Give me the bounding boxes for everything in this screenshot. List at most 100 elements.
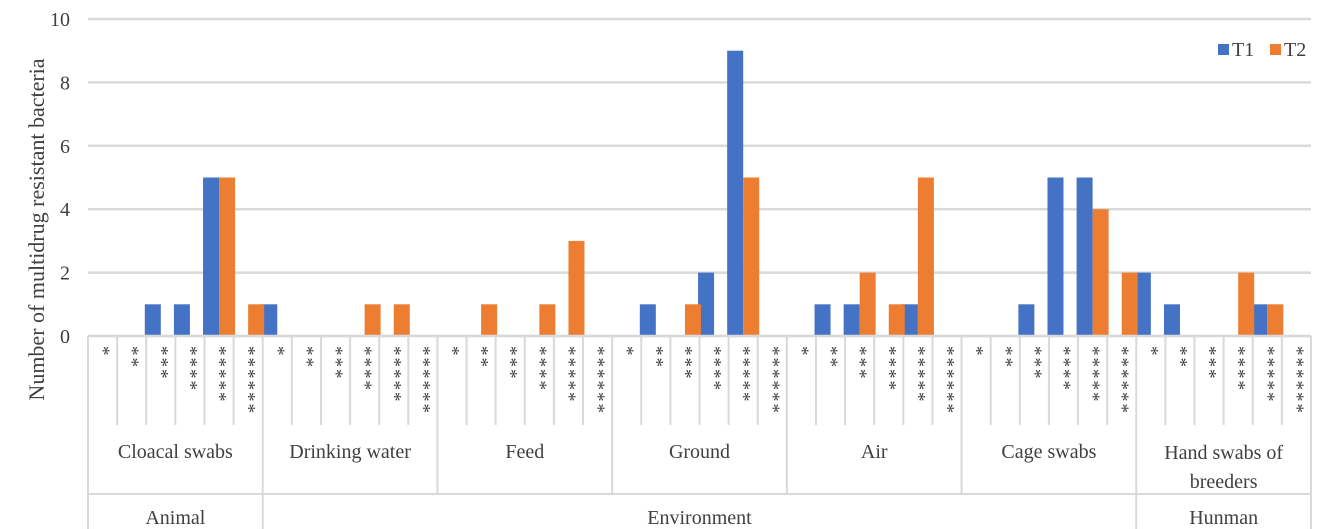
x-tick-label: ******: [238, 346, 259, 415]
x-tick-label: ****: [529, 346, 550, 392]
x-tick-label: ******: [762, 346, 783, 415]
x-tick-label: *: [616, 346, 637, 358]
bar-t2: [684, 304, 701, 336]
x-tick-label: *****: [1082, 346, 1103, 404]
source-label: Cloacal swabs: [118, 441, 233, 463]
bar-t1: [1134, 272, 1151, 336]
x-tick-label: *****: [907, 346, 928, 404]
bar-t1: [261, 304, 278, 336]
x-tick-label: ****: [878, 346, 899, 392]
bar-t1: [1251, 304, 1268, 336]
y-tick-label: 10: [50, 9, 70, 31]
bar-t1: [698, 272, 715, 336]
x-tick-label: ***: [1199, 346, 1220, 381]
x-tick-label: ****: [1053, 346, 1074, 392]
x-tick-label: *****: [383, 346, 404, 404]
legend-label: T2: [1284, 39, 1306, 61]
bar-t1: [1018, 304, 1035, 336]
x-tick-label: *: [966, 346, 987, 358]
bars: [144, 50, 1284, 336]
legend-swatch-t2: [1270, 44, 1281, 55]
x-tick-label: *****: [733, 346, 754, 404]
bar-t2: [219, 177, 236, 336]
x-tick-label: *: [1140, 346, 1161, 358]
x-tick-label: ***: [849, 346, 870, 381]
legend: T1 T2: [1218, 39, 1306, 61]
bar-t1: [901, 304, 918, 336]
bar-t1: [173, 304, 190, 336]
x-tick-label: ******: [1111, 346, 1132, 415]
x-tick-label: **: [1169, 346, 1190, 369]
bar-t1: [144, 304, 161, 336]
x-tick-label: **: [645, 346, 666, 369]
x-tick-label: ****: [179, 346, 200, 392]
bar-t2: [1092, 209, 1109, 336]
x-tick-label: **: [995, 346, 1016, 369]
y-axis: 0 2 4 6 8 10: [50, 9, 70, 348]
x-tick-label: ******: [937, 346, 958, 415]
y-tick-label: 0: [60, 326, 70, 348]
x-tick-label: ******: [587, 346, 608, 415]
x-tick-label: **: [471, 346, 492, 369]
x-axis: * ** *** **** ***** ******Cloacal swabs* ** ***…: [87, 334, 1312, 529]
x-tick-label: ***: [674, 346, 695, 381]
bar-t2: [248, 304, 265, 336]
x-tick-label: ****: [354, 346, 375, 392]
group-label: Environment: [647, 507, 752, 529]
y-axis-label: Number of multidrug resistant bacteria: [24, 58, 49, 400]
source-label: Cage swabs: [1001, 441, 1096, 463]
x-tick-label: **: [121, 346, 142, 369]
bar-t2: [539, 304, 556, 336]
source-label: Feed: [505, 441, 544, 463]
x-tick-label: ***: [1024, 346, 1045, 381]
source-label: Hand swabs of: [1164, 442, 1283, 464]
group-label: Hunman: [1189, 507, 1258, 529]
bar-t2: [1238, 272, 1255, 336]
x-tick-label: ***: [500, 346, 521, 381]
group-label: Animal: [145, 507, 205, 529]
legend-label: T1: [1232, 39, 1254, 61]
y-tick-label: 2: [60, 263, 70, 285]
bar-t1: [727, 50, 744, 336]
source-label: breeders: [1190, 471, 1258, 493]
bar-t1: [639, 304, 656, 336]
bar-t2: [1267, 304, 1284, 336]
x-tick-label: *: [92, 346, 113, 358]
x-tick-label: *: [267, 346, 288, 358]
bar-t2: [888, 304, 905, 336]
x-tick-label: *****: [1257, 346, 1278, 404]
bar-t2: [1121, 272, 1138, 336]
x-tick-label: ***: [150, 346, 171, 381]
y-tick-label: 4: [60, 199, 70, 221]
bar-t2: [481, 304, 498, 336]
x-tick-label: **: [296, 346, 317, 369]
bar-t2: [743, 177, 760, 336]
y-tick-label: 8: [60, 72, 70, 94]
y-tick-label: 6: [60, 136, 70, 158]
x-tick-label: *: [441, 346, 462, 358]
bar-t2: [859, 272, 876, 336]
bar-t1: [203, 177, 220, 336]
x-tick-label: **: [820, 346, 841, 369]
legend-swatch-t1: [1218, 44, 1229, 55]
x-tick-label: *: [791, 346, 812, 358]
x-tick-label: ***: [325, 346, 346, 381]
bar-t1: [843, 304, 860, 336]
x-tick-label: ******: [412, 346, 433, 415]
source-label: Drinking water: [289, 441, 411, 463]
source-label: Ground: [669, 441, 730, 463]
bar-t2: [568, 240, 585, 336]
bar-t1: [1076, 177, 1093, 336]
x-tick-label: ******: [1286, 346, 1307, 415]
bar-t1: [1163, 304, 1180, 336]
x-tick-label: *****: [209, 346, 230, 404]
x-tick-label: ****: [704, 346, 725, 392]
x-tick-label: ****: [1228, 346, 1249, 392]
bar-t2: [917, 177, 934, 336]
bar-t1: [814, 304, 831, 336]
source-label: Air: [861, 441, 888, 463]
x-tick-label: *****: [558, 346, 579, 404]
bar-t2: [393, 304, 410, 336]
bar-t2: [364, 304, 381, 336]
